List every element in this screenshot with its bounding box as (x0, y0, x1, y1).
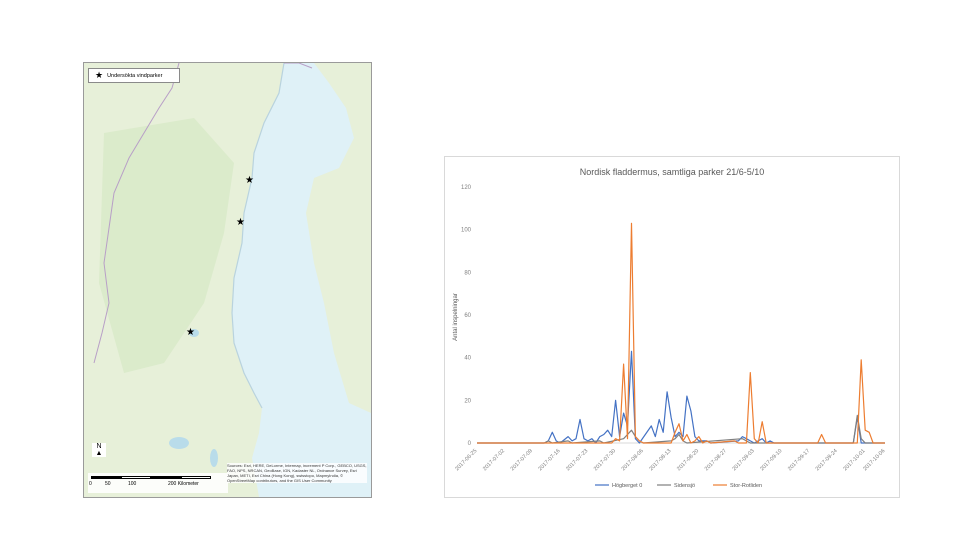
windpark-star-2: ★ (236, 217, 245, 228)
border-norway-sweden (93, 63, 180, 364)
chart-panel: Nordisk fladdermus, samtliga parker 21/6… (444, 156, 900, 498)
legend-label-1: Högberget 0 (612, 483, 642, 489)
map-legend: ★ Undersökta vindparker (88, 68, 180, 83)
north-arrow: N ▲ (92, 443, 106, 457)
windpark-star-1: ★ (245, 175, 254, 186)
x-tick-label: 2017-07-23 (565, 448, 589, 472)
x-tick-label: 2017-07-02 (482, 448, 506, 472)
coast-line (231, 63, 285, 409)
legend-label-2: Sidensjö (674, 483, 695, 489)
scale-tick-100: 100 (128, 481, 137, 487)
lake-vattern (210, 449, 218, 467)
y-tick-label: 0 (468, 441, 472, 447)
border-sweden-finland (284, 63, 313, 69)
x-tick-label: 2017-09-24 (815, 448, 839, 472)
scale-tick-0: 0 (89, 481, 92, 487)
land-finland (306, 63, 371, 413)
x-tick-label: 2017-08-13 (648, 448, 672, 472)
x-tick-label: 2017-07-09 (510, 448, 534, 472)
y-tick-label: 40 (464, 356, 471, 362)
x-tick-label: 2017-09-17 (787, 448, 811, 472)
x-tick-label: 2017-09-10 (759, 448, 783, 472)
star-icon: ★ (95, 70, 104, 80)
lake-vanern (169, 437, 189, 449)
map-panel: ★ ★ ★ ★ Undersökta vindparker N ▲ 0 50 1… (83, 62, 372, 498)
scale-tick-50: 50 (105, 481, 111, 487)
x-tick-label: 2017-09-03 (732, 448, 756, 472)
chart-svg: Nordisk fladdermus, samtliga parker 21/6… (453, 167, 886, 489)
series-line-1 (477, 350, 885, 444)
x-tick-label: 2017-07-30 (593, 448, 617, 472)
scale-tick-200: 200 Kilometer (168, 481, 199, 487)
legend-label-3: Stor-Rotliden (730, 483, 762, 489)
y-tick-label: 100 (461, 228, 472, 234)
series-line-3 (477, 222, 885, 444)
y-axis-label: Antal inspelningar (453, 293, 459, 341)
x-tick-label: 2017-08-06 (621, 448, 645, 472)
y-tick-label: 120 (461, 185, 472, 191)
forest-area (99, 118, 234, 373)
map-svg: ★ ★ ★ (84, 63, 371, 497)
x-tick-label: 2017-08-20 (676, 448, 700, 472)
x-tick-label: 2017-06-25 (454, 448, 478, 472)
lake-siljan (189, 329, 199, 337)
scale-bar: 0 50 100 200 Kilometer (88, 473, 228, 493)
map-legend-label: Undersökta vindparker (107, 72, 163, 79)
north-label: N (96, 443, 102, 450)
y-tick-label: 20 (464, 398, 471, 404)
chart-title: Nordisk fladdermus, samtliga parker 21/6… (580, 167, 765, 177)
y-tick-label: 60 (464, 313, 471, 319)
scale-bar-graphic (91, 476, 211, 479)
y-tick-label: 80 (464, 270, 471, 276)
north-arrow-icon: ▲ (95, 450, 103, 457)
chart-legend: Högberget 0 Sidensjö Stor-Rotliden (595, 483, 762, 489)
x-tick-label: 2017-08-27 (704, 448, 728, 472)
map-credits: Sources: Esri, HERE, DeLorme, Intermap, … (227, 463, 367, 483)
windpark-star-3: ★ (186, 327, 195, 338)
x-tick-label: 2017-07-16 (537, 448, 561, 472)
